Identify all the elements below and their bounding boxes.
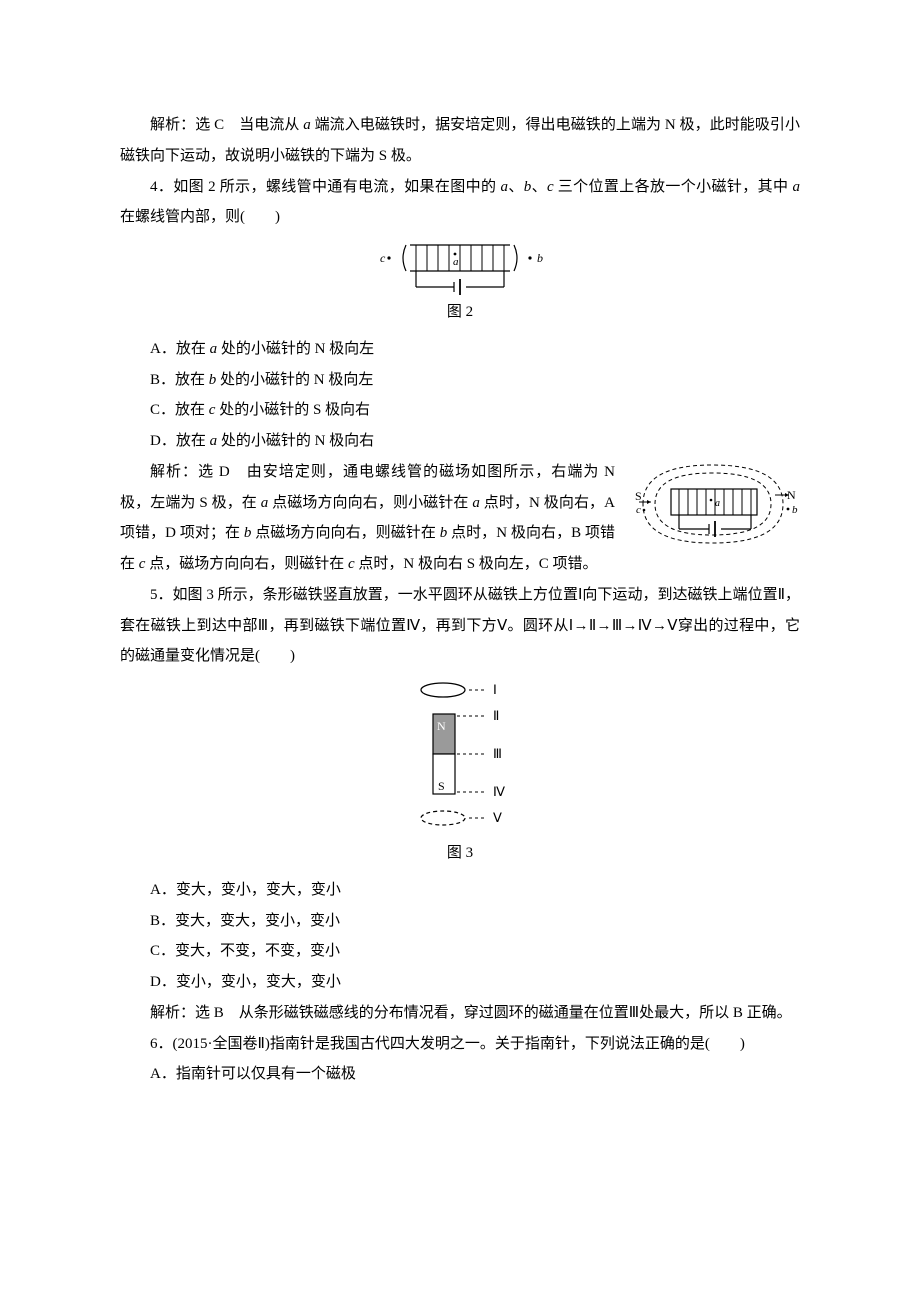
var-c: c (547, 179, 554, 195)
text: 点磁场方向向右，则小磁针在 (268, 495, 472, 511)
svg-text:c: c (636, 504, 641, 516)
q4-option-c: C．放在 c 处的小磁针的 S 极向右 (120, 395, 800, 426)
var: a (210, 433, 218, 449)
var: c (348, 556, 355, 572)
text: 处的小磁针的 S 极向右 (215, 402, 370, 418)
svg-text:N: N (437, 719, 446, 733)
var-a: a (501, 179, 509, 195)
text: 点磁场方向向右，则磁针在 (251, 525, 439, 541)
text: 处的小磁针的 N 极向左 (217, 341, 374, 357)
q4-expl-figure: S N c a b (625, 459, 800, 549)
bar-magnet-ring-diagram: Ⅰ N S Ⅱ Ⅲ Ⅳ Ⅴ (395, 678, 525, 838)
label-3: Ⅲ (493, 746, 502, 761)
q5-option-b: B．变大，变大，变小，变小 (120, 906, 800, 937)
label-1: Ⅰ (493, 682, 497, 697)
text: 在螺线管内部，则( ) (120, 209, 280, 225)
figure-2: c a b 图 2 (120, 239, 800, 328)
svg-text:S: S (635, 489, 642, 503)
var: a (472, 495, 480, 511)
text: 、 (508, 179, 524, 195)
svg-text:a: a (715, 498, 720, 509)
q4-stem: 4．如图 2 所示，螺线管中通有电流，如果在图中的 a、b、c 三个位置上各放一… (120, 172, 800, 234)
solenoid-field-diagram: S N c a b (625, 459, 800, 549)
figure-3-caption: 图 3 (120, 838, 800, 869)
solenoid-diagram: c a b (360, 239, 560, 297)
text: B．放在 (150, 372, 209, 388)
q4-option-b: B．放在 b 处的小磁针的 N 极向左 (120, 365, 800, 396)
label-2: Ⅱ (493, 708, 499, 723)
var-a: a (303, 117, 311, 133)
q6-stem: 6．(2015·全国卷Ⅱ)指南针是我国古代四大发明之一。关于指南针，下列说法正确… (120, 1029, 800, 1060)
q5-explanation: 解析：选 B 从条形磁铁磁感线的分布情况看，穿过圆环的磁通量在位置Ⅲ处最大，所以… (120, 998, 800, 1029)
q3-explanation: 解析：选 C 当电流从 a 端流入电磁铁时，据安培定则，得出电磁铁的上端为 N … (120, 110, 800, 172)
text: 、 (531, 179, 547, 195)
figure-2-caption: 图 2 (120, 297, 800, 328)
text: D．放在 (150, 433, 210, 449)
text: 解析：选 C 当电流从 (150, 117, 303, 133)
label-4: Ⅳ (493, 784, 505, 799)
q6-option-a: A．指南针可以仅具有一个磁极 (120, 1059, 800, 1090)
q4-option-d: D．放在 a 处的小磁针的 N 极向右 (120, 426, 800, 457)
text: 处的小磁针的 N 极向左 (216, 372, 373, 388)
text: 4．如图 2 所示，螺线管中通有电流，如果在图中的 (150, 179, 501, 195)
text: 点时，N 极向右 S 极向左，C 项错。 (355, 556, 598, 572)
label-5: Ⅴ (493, 810, 502, 825)
text: 三个位置上各放一个小磁针，其中 (554, 179, 793, 195)
text: C．放在 (150, 402, 209, 418)
var-a: a (792, 179, 800, 195)
figure-3: Ⅰ N S Ⅱ Ⅲ Ⅳ Ⅴ 图 3 (120, 678, 800, 869)
q5-option-c: C．变大，不变，不变，变小 (120, 936, 800, 967)
q4-option-a: A．放在 a 处的小磁针的 N 极向左 (120, 334, 800, 365)
svg-text:a: a (453, 256, 459, 268)
var: a (210, 341, 218, 357)
text: A．放在 (150, 341, 210, 357)
text: 5．如图 3 所示，条形磁铁竖直放置，一水平圆环从磁铁上方位置Ⅰ向下运动，到达磁… (120, 587, 800, 665)
q5-stem: 5．如图 3 所示，条形磁铁竖直放置，一水平圆环从磁铁上方位置Ⅰ向下运动，到达磁… (120, 580, 800, 672)
svg-text:b: b (792, 504, 798, 516)
svg-text:S: S (438, 779, 445, 793)
q5-option-a: A．变大，变小，变大，变小 (120, 875, 800, 906)
text: 点，磁场方向向右，则磁针在 (145, 556, 348, 572)
text: 处的小磁针的 N 极向右 (217, 433, 374, 449)
q5-option-d: D．变小，变小，变大，变小 (120, 967, 800, 998)
svg-text:b: b (537, 251, 543, 265)
svg-text:c: c (380, 251, 386, 265)
